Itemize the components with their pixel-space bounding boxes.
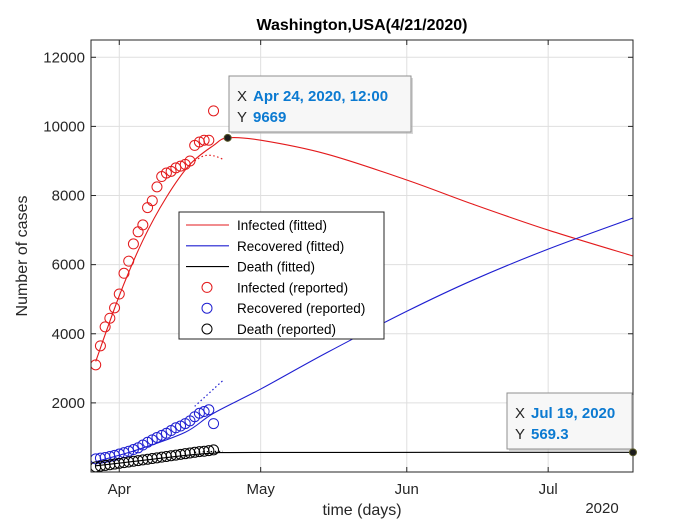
point-infected-reported — [104, 312, 116, 324]
legend-swatch-infected-reported — [201, 281, 213, 293]
projection-line — [194, 379, 224, 407]
legend-label-recovered-reported: Recovered (reported) — [237, 301, 365, 316]
x-axis-label: time (days) — [322, 502, 401, 519]
legend-swatch-recovered-reported — [201, 302, 213, 314]
point-infected-reported — [198, 134, 210, 146]
datatip-y-value: 9669 — [253, 109, 286, 126]
datatip-x-key: X — [237, 88, 247, 105]
point-infected-reported — [91, 359, 102, 371]
legend-label-infected-reported: Infected (reported) — [237, 280, 348, 295]
x-tick-label: Jul — [539, 481, 558, 498]
datatip[interactable]: X Jul 19, 2020 Y 569.3 — [506, 392, 637, 457]
y-tick-label: 2000 — [52, 395, 85, 412]
y-tick-label: 10000 — [43, 118, 85, 135]
y-tick-label: 12000 — [43, 49, 85, 66]
series-layer — [91, 105, 633, 472]
point-infected-reported — [208, 105, 220, 117]
axes-box — [90, 39, 634, 473]
datatip-y-key: Y — [515, 426, 525, 443]
tick-marks — [91, 40, 633, 472]
point-recovered-reported — [170, 422, 182, 434]
projection-line — [194, 154, 224, 162]
datatip-x-value: Jul 19, 2020 — [531, 405, 615, 422]
datatip-x-value: Apr 24, 2020, 12:00 — [253, 88, 388, 105]
point-infected-reported — [151, 181, 163, 193]
legend-label-death-reported: Death (reported) — [237, 322, 336, 337]
legend-box — [178, 211, 385, 340]
y-tick-label: 8000 — [52, 188, 85, 205]
x-year-label: 2020 — [585, 500, 618, 517]
datatip-x-key: X — [515, 405, 525, 422]
point-infected-reported — [123, 255, 135, 267]
legend-swatch-death-reported — [201, 323, 213, 335]
legend-entries: Infected (fitted) Recovered (fitted) Death… — [186, 218, 365, 337]
point-infected-reported — [118, 267, 130, 279]
point-death-reported — [203, 445, 215, 457]
point-recovered-reported — [203, 404, 215, 416]
point-recovered-reported — [127, 444, 139, 456]
point-death-reported — [208, 444, 220, 456]
point-infected-reported — [203, 134, 215, 146]
point-infected-reported — [170, 162, 182, 174]
legend-label-recovered-fitted: Recovered (fitted) — [237, 239, 344, 254]
datatip-box — [228, 75, 412, 133]
x-tick-label: May — [246, 481, 275, 498]
series-line-infected-fitted — [95, 136, 633, 362]
y-axis-label: Number of cases — [14, 196, 31, 317]
point-infected-reported — [184, 155, 196, 167]
point-infected-reported — [146, 195, 158, 207]
point-infected-reported — [127, 238, 139, 250]
datatip-marker — [629, 448, 637, 457]
point-recovered-reported — [123, 445, 135, 457]
point-recovered-reported — [151, 431, 163, 443]
datatip-marker — [223, 133, 232, 142]
point-recovered-reported — [193, 407, 205, 419]
point-recovered-reported — [198, 406, 210, 418]
point-infected-reported — [94, 340, 106, 352]
legend-label-infected-fitted: Infected (fitted) — [237, 218, 327, 233]
legend: Infected (fitted) Recovered (fitted) Death… — [178, 211, 385, 340]
y-tick-labels: 2000 4000 6000 8000 10000 12000 — [43, 49, 85, 412]
datatip-y-key: Y — [237, 109, 247, 126]
projection-line — [194, 450, 223, 453]
point-recovered-reported — [156, 429, 168, 441]
datatip-box — [506, 392, 633, 450]
point-infected-reported — [109, 302, 121, 314]
series-line-recovered-fitted — [95, 217, 633, 463]
point-infected-reported — [113, 288, 125, 300]
datatip-y-value: 569.3 — [531, 426, 569, 443]
x-tick-labels: Apr May Jun Jul — [108, 481, 558, 498]
datatip[interactable]: X Apr 24, 2020, 12:00 Y 9669 — [223, 75, 413, 142]
point-infected-reported — [160, 167, 172, 179]
point-infected-reported — [99, 321, 111, 333]
chart-title: Washington,USA(4/21/2020) — [256, 17, 467, 34]
point-infected-reported — [175, 160, 187, 172]
legend-label-death-fitted: Death (fitted) — [237, 260, 315, 275]
x-tick-label: Jun — [395, 481, 419, 498]
x-tick-label: Apr — [108, 481, 131, 498]
point-infected-reported — [137, 219, 149, 231]
y-tick-label: 4000 — [52, 326, 85, 343]
y-tick-label: 6000 — [52, 257, 85, 274]
point-recovered-reported — [208, 418, 220, 430]
